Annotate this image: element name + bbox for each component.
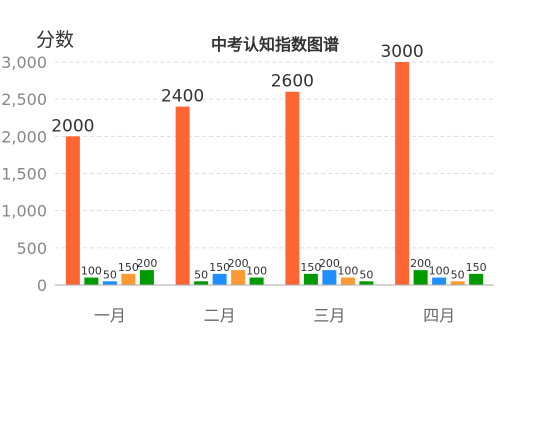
bar (175, 106, 190, 285)
bar (340, 277, 355, 285)
bar (322, 270, 337, 285)
bar (212, 273, 227, 285)
bar (121, 273, 136, 285)
data-label: 150 (118, 261, 139, 274)
bar (65, 136, 80, 285)
y-tick-label: 1,000 (1, 202, 47, 221)
data-label: 50 (451, 268, 465, 281)
data-label: 100 (246, 265, 267, 278)
data-label: 200 (319, 257, 340, 270)
x-tick-label: 三月 (313, 306, 345, 325)
y-tick-label: 500 (16, 239, 47, 258)
data-label: 2000 (51, 116, 94, 136)
data-label: 150 (466, 261, 487, 274)
data-label: 50 (103, 268, 117, 281)
bar (432, 277, 447, 285)
x-tick-label: 一月 (94, 306, 126, 325)
x-tick-label: 四月 (423, 306, 455, 325)
bar (359, 281, 374, 285)
grid-lines (55, 61, 494, 249)
bar (102, 281, 117, 285)
data-label: 100 (429, 265, 450, 278)
bar (231, 270, 246, 285)
chart-title: 中考认知指数图谱 (211, 35, 339, 54)
y-axis-ticks: 0 500 1,000 1,500 2,000 2,500 3,000 (1, 53, 47, 295)
data-label: 2400 (161, 87, 204, 107)
bar (285, 91, 300, 285)
bar (303, 273, 318, 285)
data-label: 150 (300, 261, 321, 274)
data-label: 200 (410, 257, 431, 270)
x-tick-label: 二月 (204, 306, 236, 325)
y-axis-title: 分数 (36, 29, 74, 51)
bar (249, 277, 264, 285)
y-tick-label: 2,000 (1, 127, 47, 146)
bars (65, 62, 484, 285)
bar (395, 62, 410, 285)
data-label: 100 (337, 265, 358, 278)
bar (469, 273, 484, 285)
y-tick-label: 1,500 (1, 165, 47, 184)
y-tick-label: 2,500 (1, 90, 47, 109)
y-tick-label: 3,000 (1, 53, 47, 72)
data-label: 200 (228, 257, 249, 270)
bar (413, 270, 428, 285)
x-axis-ticks: 一月 二月 三月 四月 (94, 306, 455, 325)
bar (139, 270, 154, 285)
data-label: 100 (81, 265, 102, 278)
bar (450, 281, 465, 285)
data-label: 50 (359, 268, 373, 281)
data-label: 150 (209, 261, 230, 274)
bar (84, 277, 99, 285)
data-label: 3000 (380, 42, 423, 62)
data-label: 50 (194, 268, 208, 281)
y-tick-label: 0 (37, 276, 47, 295)
data-label: 2600 (271, 72, 314, 92)
bar (194, 281, 209, 285)
data-label: 200 (136, 257, 157, 270)
